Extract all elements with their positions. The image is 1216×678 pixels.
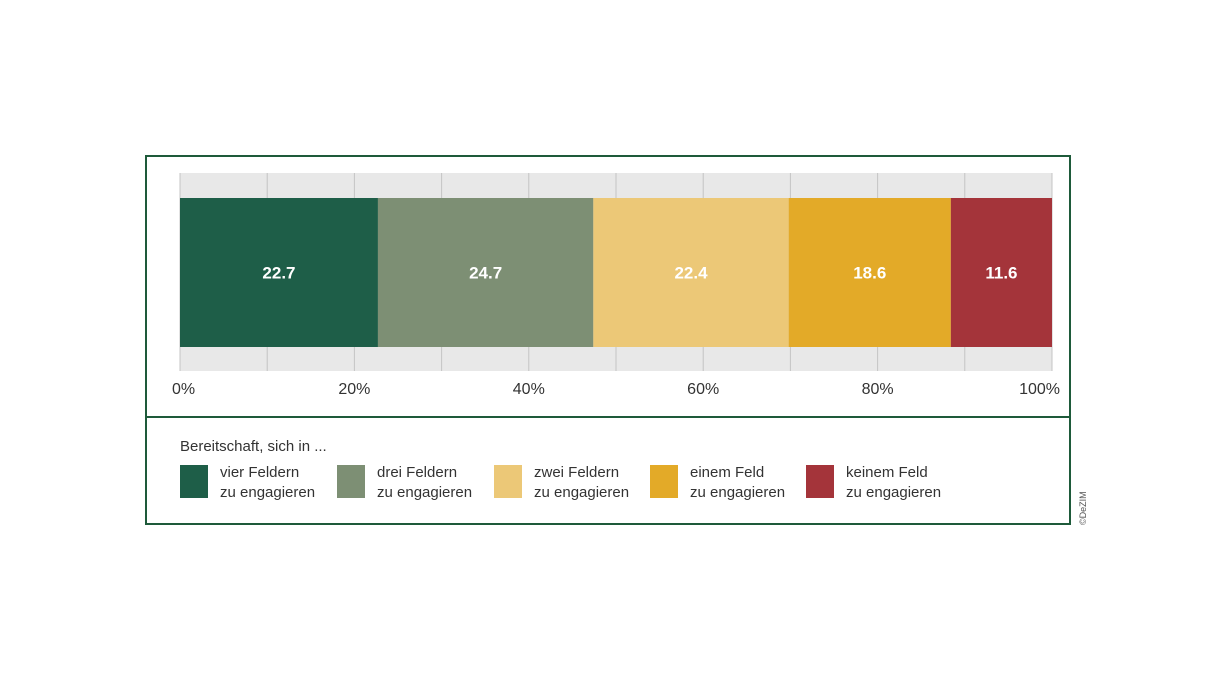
stacked-bar-chart: 22.7 24.7 22.4 18.6 11.6 0% 20% 40% 60% 80% 100% (172, 173, 1060, 398)
copyright-notice: ©DeZIM (1078, 491, 1088, 525)
legend-swatch (337, 465, 365, 498)
legend-label-line2: zu engagieren (534, 484, 630, 501)
bar-segment (950, 198, 1052, 347)
legend-label-line1: drei Feldern (377, 464, 458, 481)
legend-label-line2: zu engagieren (220, 484, 316, 501)
legend-swatch (650, 465, 678, 498)
x-tick-label: 60% (687, 381, 719, 398)
legend-label-line2: zu engagieren (846, 484, 942, 501)
x-tick-label: 80% (862, 381, 894, 398)
legend-label-line1: keinem Feld (846, 464, 928, 481)
legend-label: zwei Feldern zu engagieren (534, 463, 629, 503)
bar-segment (180, 198, 378, 347)
bar-segment (377, 198, 594, 347)
frame-divider (147, 416, 1069, 418)
legend-title: Bereitschaft, sich in ... (180, 438, 327, 455)
chart-frame: 22.7 24.7 22.4 18.6 11.6 0% 20% 40% 60% 80% 100% B… (145, 155, 1071, 525)
data-label: 11.6 (985, 264, 1017, 283)
bar-segment (593, 198, 789, 347)
legend-label-line2: zu engagieren (377, 484, 473, 501)
legend-label-line2: zu engagieren (690, 484, 786, 501)
legend-swatch (494, 465, 522, 498)
legend-label-line1: einem Feld (690, 464, 765, 481)
legend-label-line1: zwei Feldern (534, 464, 620, 481)
legend-label: drei Feldern zu engagieren (377, 463, 472, 503)
legend-label-line1: vier Feldern (220, 464, 300, 481)
data-label: 22.4 (674, 264, 708, 283)
data-label: 18.6 (853, 264, 886, 283)
x-tick-label: 100% (1019, 381, 1060, 398)
x-tick-label: 40% (513, 381, 545, 398)
bar-segment (788, 198, 951, 347)
x-tick-label: 20% (338, 381, 370, 398)
legend: Bereitschaft, sich in ... vier Feldern z… (147, 419, 1069, 523)
legend-label: vier Feldern zu engagieren (220, 463, 315, 503)
legend-label: einem Feld zu engagieren (690, 463, 785, 503)
data-label: 22.7 (262, 264, 295, 283)
legend-swatch (180, 465, 208, 498)
data-label: 24.7 (469, 264, 502, 283)
legend-swatch (806, 465, 834, 498)
x-tick-label: 0% (172, 381, 195, 398)
legend-label: keinem Feld zu engagieren (846, 463, 941, 503)
